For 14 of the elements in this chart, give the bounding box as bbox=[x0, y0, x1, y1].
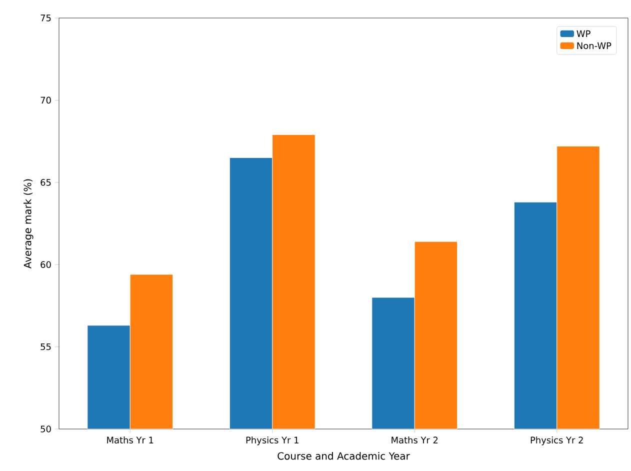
y-tick-label: 75 bbox=[40, 14, 51, 22]
legend-label: WP bbox=[576, 30, 590, 37]
x-tick-label: Physics Yr 1 bbox=[246, 436, 298, 446]
y-tick-label: 60 bbox=[40, 261, 51, 268]
x-tick-label: Maths Yr 1 bbox=[107, 436, 154, 444]
y-tick-label: 65 bbox=[40, 179, 51, 186]
x-axis-title: Course and Academic Year bbox=[278, 452, 410, 460]
legend-label: Non-WP bbox=[577, 42, 612, 50]
y-axis-title: Average mark (%) bbox=[24, 179, 34, 268]
y-tick-label: 70 bbox=[40, 96, 51, 104]
y-tick-label: 50 bbox=[40, 426, 51, 432]
x-tick-label: Maths Yr 2 bbox=[392, 436, 438, 444]
y-tick-label: 55 bbox=[40, 343, 51, 350]
x-tick-label: Physics Yr 2 bbox=[530, 436, 583, 446]
